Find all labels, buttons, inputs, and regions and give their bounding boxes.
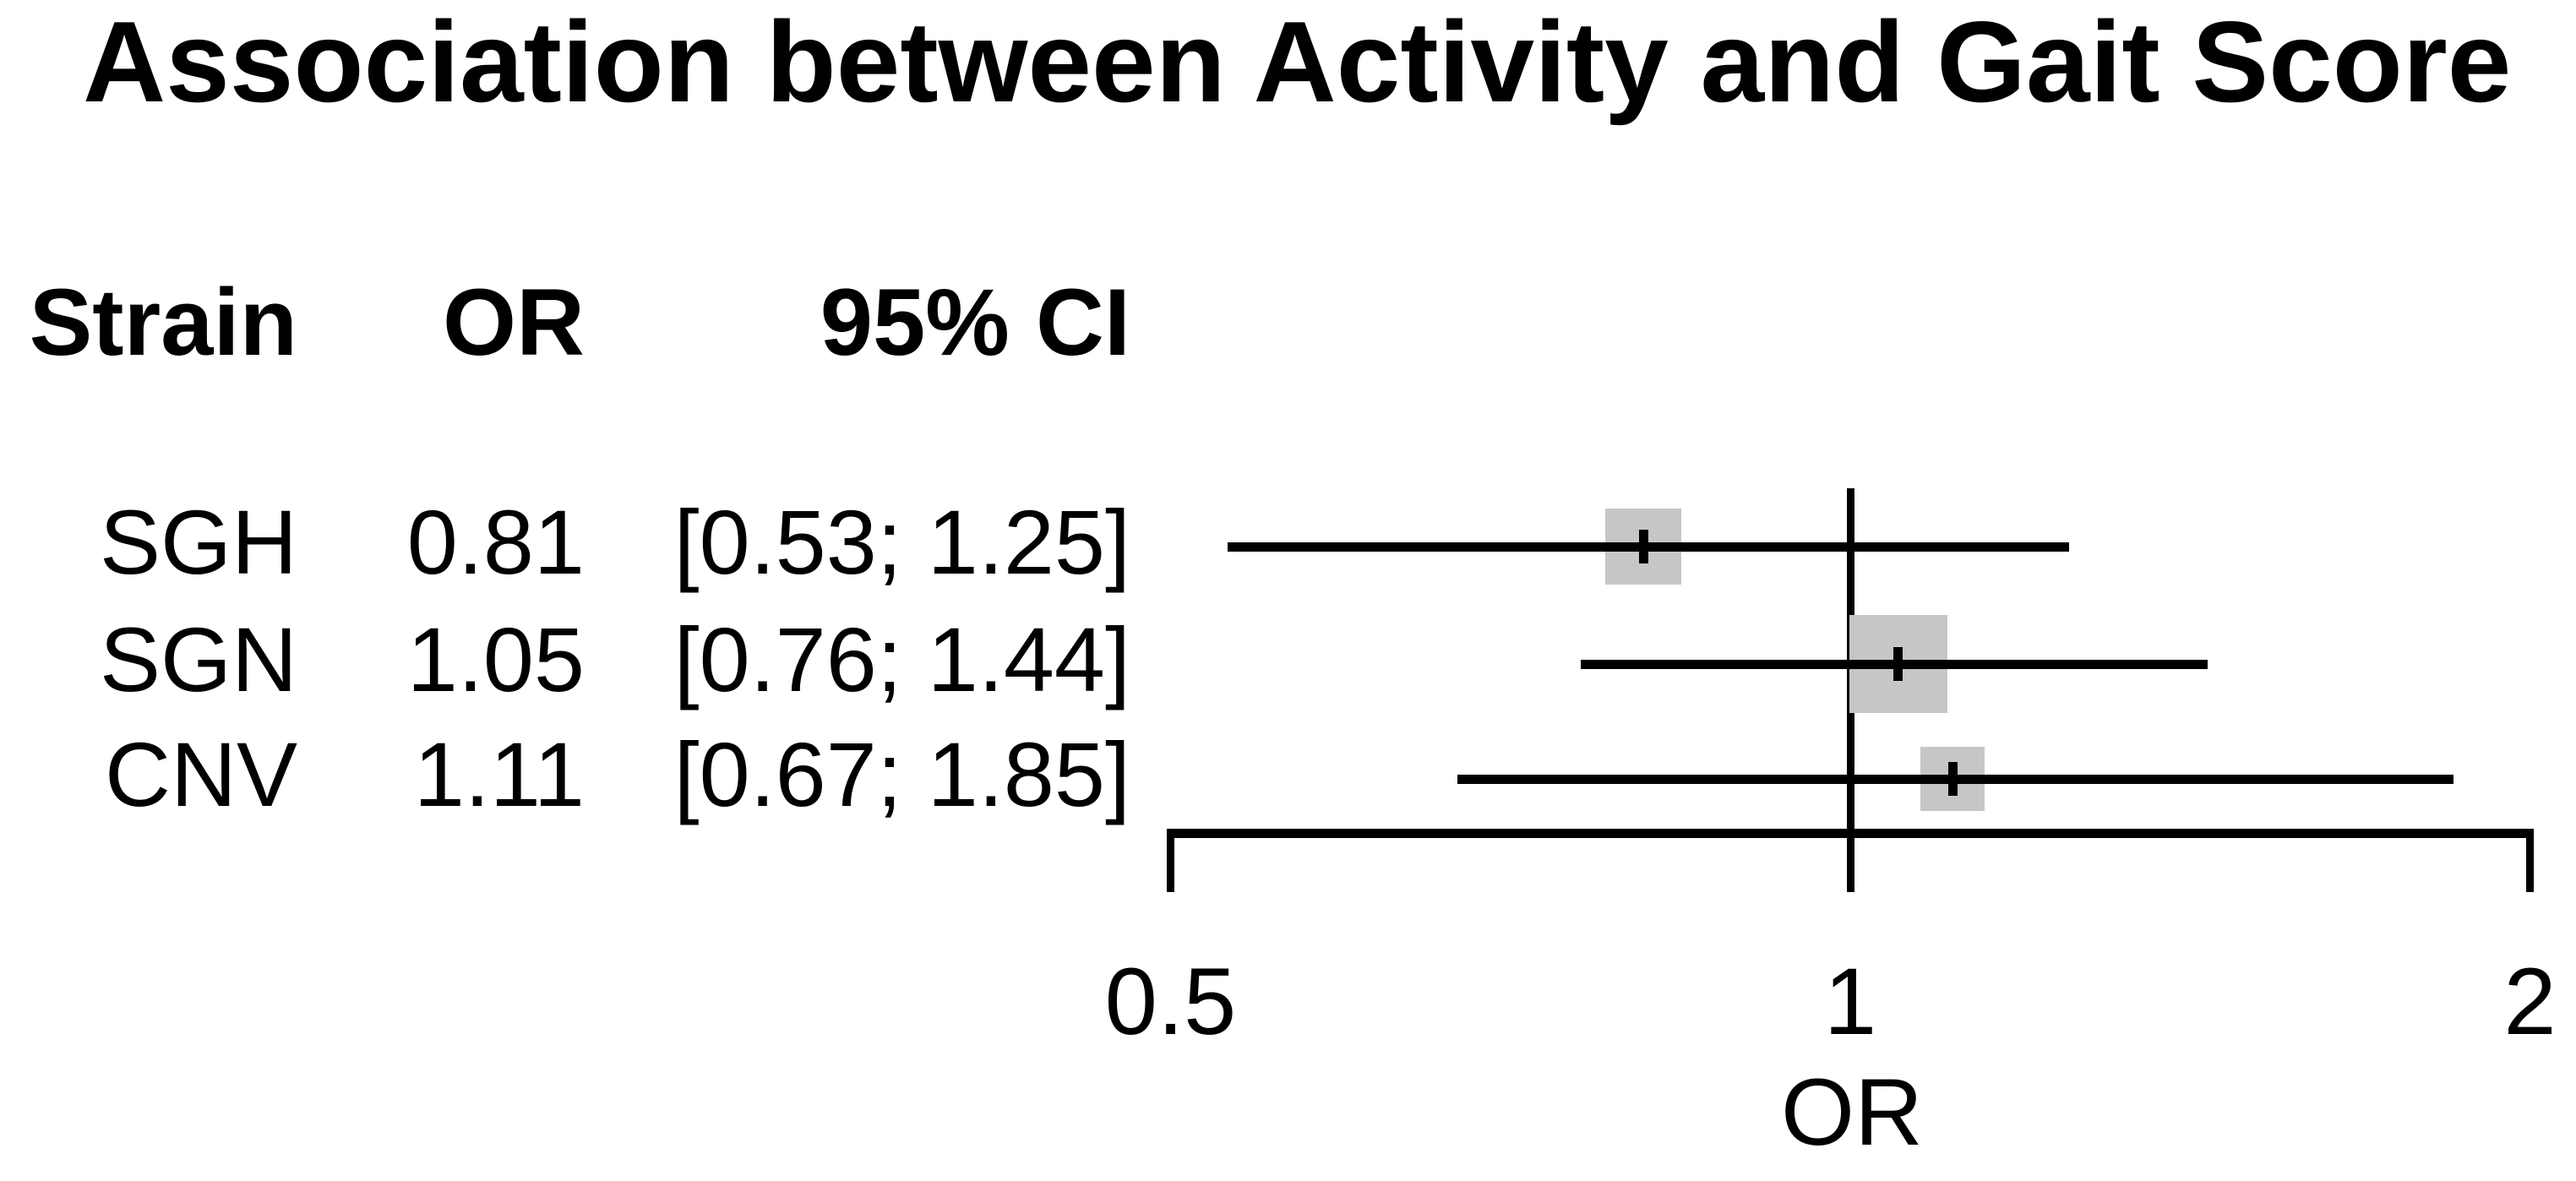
x-axis-tick-label: 0.5 [1104, 949, 1237, 1054]
row-ci-value: [0.76; 1.44] [673, 608, 1130, 710]
x-axis-tick-label: 1 [1823, 949, 1877, 1054]
point-estimate-marker [1893, 647, 1903, 681]
x-axis-tick [1846, 829, 1854, 892]
col-header-strain: Strain [29, 269, 297, 375]
row-ci-value: [0.53; 1.25] [673, 491, 1130, 593]
row-or-value: 1.11 [413, 723, 585, 825]
x-axis-tick [1167, 829, 1174, 892]
col-header-ci: 95% CI [820, 269, 1130, 375]
row-ci-value: [0.67; 1.85] [673, 723, 1130, 825]
ci-line [1228, 542, 2069, 552]
x-axis-tick [2526, 829, 2534, 892]
x-axis-label: OR [1781, 1059, 1923, 1165]
col-header-or: OR [443, 269, 585, 375]
row-strain-label: SGH [99, 491, 297, 593]
row-strain-label: CNV [104, 723, 297, 825]
x-axis-tick-label: 2 [2503, 949, 2557, 1054]
row-strain-label: SGN [99, 608, 297, 710]
row-or-value: 0.81 [406, 491, 585, 593]
row-or-value: 1.05 [406, 608, 585, 710]
point-estimate-marker [1638, 530, 1648, 563]
chart-title: Association between Activity and Gait Sc… [83, 0, 2512, 126]
point-estimate-marker [1947, 762, 1958, 796]
